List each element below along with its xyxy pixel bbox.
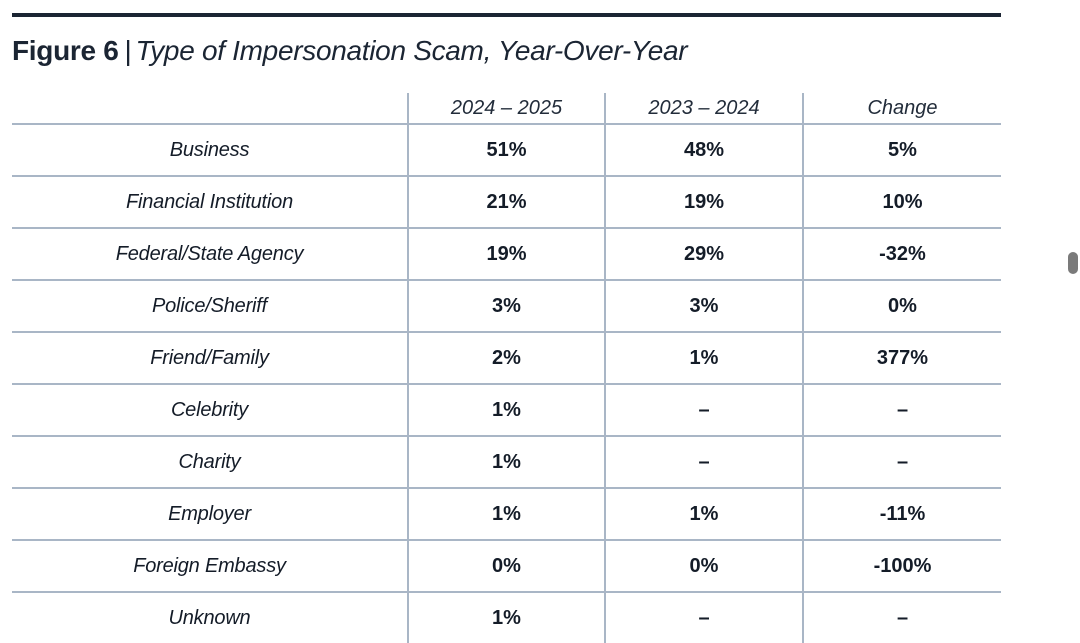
value-2023-2024: 29% (604, 228, 803, 281)
value-change: 10% (802, 176, 1001, 229)
row-label: Unknown (168, 606, 251, 629)
value-2024-2025: 3% (407, 280, 605, 333)
value-2024-2025: 0% (407, 540, 605, 593)
figure-top-rule (12, 13, 1001, 17)
value-2023-2024: – (604, 436, 803, 489)
column-header-type (12, 93, 408, 125)
value-2024-2025: 1% (407, 592, 605, 643)
table-row: Charity 1% – – (12, 436, 1001, 489)
value-change: -11% (802, 488, 1001, 541)
row-label: Celebrity (12, 384, 408, 437)
figure-title: Figure 6 | Type of Impersonation Scam, Yea… (12, 33, 688, 69)
table-row: Financial Institution 21% 19% 10% (12, 176, 1001, 229)
value-2024-2025: 1% (407, 488, 605, 541)
figure-title-separator: | (124, 35, 132, 66)
table-row: Celebrity 1% – – (12, 384, 1001, 437)
table-row: Unknown 1% – – (12, 592, 1001, 643)
value-change: -100% (802, 540, 1001, 593)
impersonation-scam-table: 2024 – 2025 2023 – 2024 Change Business … (12, 93, 1001, 643)
value-2024-2025: 21% (407, 176, 605, 229)
table-row: Friend/Family 2% 1% 377% (12, 332, 1001, 385)
value-change: – (802, 592, 1001, 643)
row-label: Employer (12, 488, 408, 541)
row-label: Police/Sheriff (12, 280, 408, 333)
table-header-row: 2024 – 2025 2023 – 2024 Change (12, 93, 1001, 125)
table-body: Business 51% 48% 5% Financial Institutio… (12, 124, 1001, 643)
value-change: – (802, 384, 1001, 437)
column-header-2023-2024: 2023 – 2024 (604, 93, 803, 125)
value-2024-2025: 51% (407, 124, 605, 177)
value-change: 377% (802, 332, 1001, 385)
table-header: 2024 – 2025 2023 – 2024 Change (12, 93, 1001, 125)
figure-number: Figure 6 (12, 35, 119, 66)
row-label: Business (12, 124, 408, 177)
table-row: Employer 1% 1% -11% (12, 488, 1001, 541)
value-2023-2024: – (604, 592, 803, 643)
value-2023-2024: 48% (604, 124, 803, 177)
table-row: Federal/State Agency 19% 29% -32% (12, 228, 1001, 281)
column-header-change: Change (802, 93, 1001, 125)
row-label: Financial Institution (12, 176, 408, 229)
value-change: 5% (802, 124, 1001, 177)
table-row: Police/Sheriff 3% 3% 0% (12, 280, 1001, 333)
value-2023-2024: 1% (604, 488, 803, 541)
value-2023-2024: 0% (604, 540, 803, 593)
value-2024-2025: 1% (407, 436, 605, 489)
value-2023-2024: – (604, 384, 803, 437)
value-2023-2024: 3% (604, 280, 803, 333)
value-change: -32% (802, 228, 1001, 281)
value-2023-2024: 1% (604, 332, 803, 385)
row-label: Friend/Family (12, 332, 408, 385)
value-2024-2025: 2% (407, 332, 605, 385)
value-2024-2025: 1% (407, 384, 605, 437)
value-change: 0% (802, 280, 1001, 333)
column-header-2024-2025: 2024 – 2025 (407, 93, 605, 125)
value-2024-2025: 19% (407, 228, 605, 281)
row-label: Federal/State Agency (12, 228, 408, 281)
table-row: Foreign Embassy 0% 0% -100% (12, 540, 1001, 593)
figure-caption: Type of Impersonation Scam, Year-Over-Ye… (135, 35, 688, 66)
row-label: Foreign Embassy (12, 540, 408, 593)
row-label: Charity (12, 436, 408, 489)
table-row: Business 51% 48% 5% (12, 124, 1001, 177)
value-2023-2024: 19% (604, 176, 803, 229)
value-change: – (802, 436, 1001, 489)
scrollbar-thumb[interactable] (1068, 252, 1078, 274)
